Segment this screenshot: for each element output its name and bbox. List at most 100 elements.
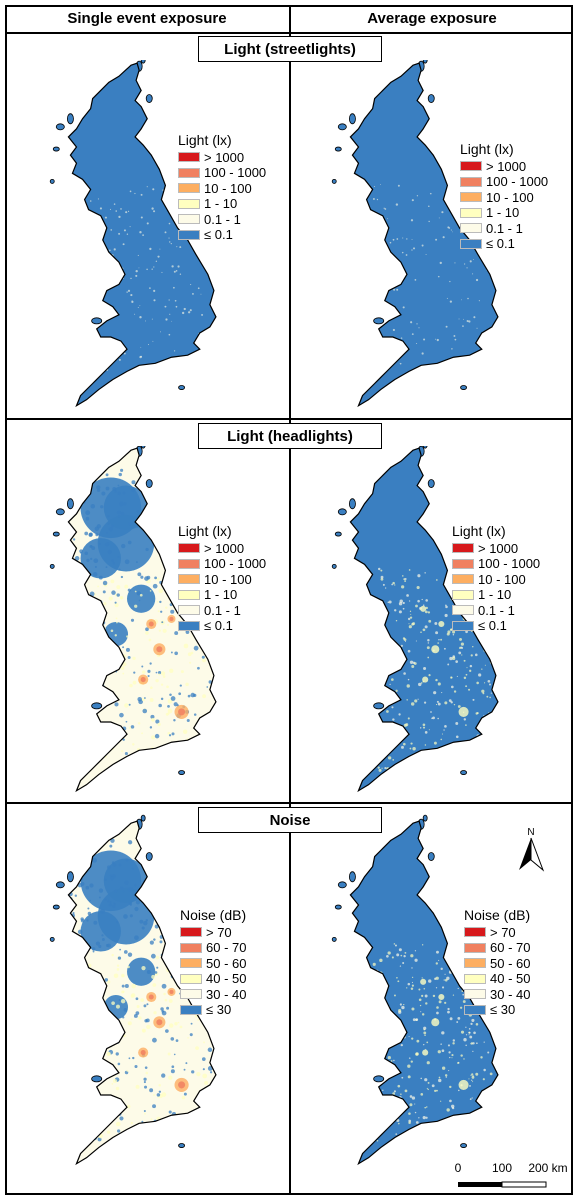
- legend-swatch: [460, 192, 482, 203]
- land-area: [68, 63, 216, 406]
- legend-label: 1 - 10: [204, 196, 238, 211]
- island-shape: [460, 1143, 468, 1148]
- island-shape: [52, 531, 60, 537]
- land-area: [350, 63, 498, 406]
- legend-swatch: [178, 605, 200, 616]
- legend-swatch: [178, 214, 200, 225]
- legend-swatch: [460, 207, 482, 218]
- island-shape: [427, 94, 435, 103]
- legend-label: 10 - 100: [204, 180, 252, 196]
- legend-noise-single: Noise (dB) > 70 60 - 70 50 - 60 40 - 50 …: [180, 907, 247, 1018]
- legend-swatch: [180, 942, 202, 953]
- legend-label: ≤ 0.1: [478, 618, 507, 633]
- island-shape: [66, 113, 74, 125]
- map-streetlights-average: [331, 60, 499, 408]
- legend-noise-average: Noise (dB) > 70 60 - 70 50 - 60 40 - 50 …: [464, 907, 531, 1018]
- legend-swatch: [178, 198, 200, 209]
- legend-swatch: [180, 958, 202, 969]
- legend-label: 40 - 50: [490, 971, 531, 986]
- island-shape: [178, 1143, 186, 1148]
- legend-label: 0.1 - 1: [478, 602, 515, 618]
- row-divider-1: [5, 418, 573, 420]
- scale-segment-light: [501, 1181, 547, 1188]
- island-shape: [422, 446, 428, 449]
- land-area: [350, 448, 498, 791]
- legend-label: 30 - 40: [206, 986, 247, 1002]
- legend-swatch: [460, 176, 482, 187]
- island-shape: [337, 881, 347, 889]
- island-shape: [422, 814, 428, 822]
- island-shape: [337, 508, 347, 516]
- island-shape: [348, 113, 356, 125]
- island-shape: [373, 317, 385, 325]
- island-shape: [49, 936, 55, 942]
- legend-streetlights-average: Light (lx) > 1000 100 - 1000 10 - 100 1 …: [460, 141, 549, 252]
- legend-swatch: [464, 989, 486, 1000]
- scale-bar: 0 100 200 km: [455, 1161, 568, 1188]
- island-shape: [373, 702, 385, 710]
- coastline-outline: [349, 447, 499, 793]
- legend-swatch: [178, 183, 200, 194]
- coastline-outline: [67, 820, 217, 1166]
- legend-swatch: [452, 620, 474, 631]
- island-shape: [348, 871, 356, 883]
- legend-swatch: [464, 1004, 486, 1015]
- island-shape: [52, 146, 60, 152]
- legend-title: Light (lx): [460, 141, 514, 157]
- legend-swatch: [180, 973, 202, 984]
- legend-swatch: [180, 1004, 202, 1015]
- legend-swatch: [464, 927, 486, 938]
- island-shape: [91, 317, 103, 325]
- legend-title: Light (lx): [178, 132, 232, 148]
- legend-swatch: [180, 927, 202, 938]
- island-shape: [334, 531, 342, 537]
- scale-tick-200: 200 km: [528, 1161, 567, 1175]
- island-shape: [145, 94, 153, 103]
- legend-label: > 1000: [486, 158, 527, 174]
- row-divider-2: [5, 802, 573, 804]
- legend-swatch: [464, 973, 486, 984]
- island-shape: [140, 446, 146, 449]
- legend-swatch: [460, 161, 482, 172]
- legend-swatch: [178, 167, 200, 178]
- island-shape: [140, 60, 146, 64]
- legend-label: ≤ 0.1: [204, 227, 233, 242]
- legend-swatch: [180, 989, 202, 1000]
- island-shape: [49, 178, 55, 184]
- legend-title: Light (lx): [452, 523, 506, 539]
- island-shape: [331, 563, 337, 569]
- legend-label: 40 - 50: [206, 971, 247, 986]
- legend-label: 0.1 - 1: [486, 220, 523, 236]
- legend-title: Noise (dB): [464, 907, 531, 923]
- legend-label: 10 - 100: [204, 571, 252, 587]
- legend-label: > 70: [206, 924, 232, 940]
- legend-label: 100 - 1000: [486, 174, 549, 189]
- island-shape: [422, 60, 428, 64]
- island-shape: [331, 936, 337, 942]
- legend-label: ≤ 0.1: [486, 236, 515, 251]
- legend-label: > 1000: [204, 540, 245, 556]
- scale-tick-0: 0: [455, 1161, 462, 1175]
- legend-swatch: [460, 238, 482, 249]
- legend-label: 0.1 - 1: [204, 602, 241, 618]
- map-streetlights-single: [49, 60, 217, 408]
- legend-streetlights-single: Light (lx) > 1000 100 - 1000 10 - 100 1 …: [178, 132, 266, 243]
- legend-label: 1 - 10: [204, 587, 238, 602]
- legend-swatch: [452, 543, 474, 554]
- island-shape: [91, 1075, 103, 1083]
- legend-swatch: [464, 958, 486, 969]
- map-headlights-average: [331, 446, 499, 793]
- scale-tick-100: 100: [492, 1161, 512, 1175]
- legend-label: > 70: [490, 924, 516, 940]
- legend-swatch: [464, 942, 486, 953]
- legend-label: 1 - 10: [486, 205, 520, 220]
- legend-label: ≤ 30: [490, 1002, 516, 1017]
- row-title-noise: Noise: [198, 807, 382, 833]
- legend-swatch: [178, 152, 200, 163]
- coastline-outline: [67, 447, 217, 793]
- island-shape: [52, 904, 60, 910]
- legend-label: 10 - 100: [478, 571, 526, 587]
- legend-label: ≤ 30: [206, 1002, 232, 1017]
- island-shape: [334, 904, 342, 910]
- coastline-outline: [67, 62, 217, 408]
